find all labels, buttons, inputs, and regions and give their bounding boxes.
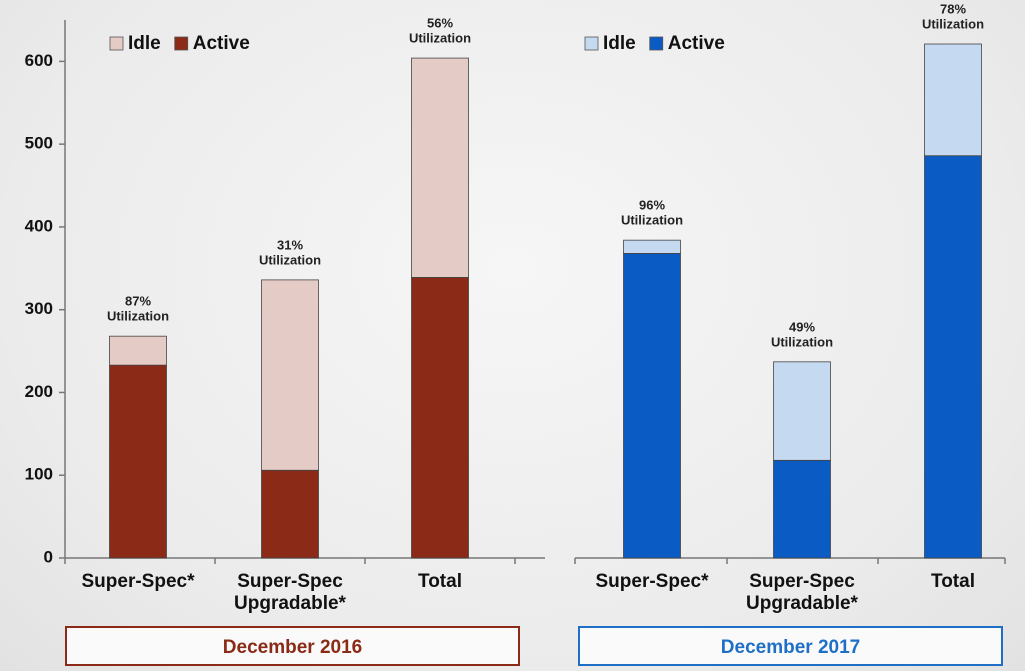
bar-segment — [110, 336, 167, 365]
annotation-value: 49% — [789, 319, 815, 334]
bar-segment — [774, 460, 831, 558]
y-tick-label: 200 — [25, 382, 53, 401]
annotation-caption: Utilization — [922, 16, 984, 31]
legend-label: Idle — [603, 33, 636, 54]
x-tick-label: Super-Spec Upgradable* — [727, 571, 877, 615]
x-tick-label: Super-Spec* — [63, 571, 213, 593]
annotation-caption: Utilization — [107, 309, 169, 324]
annotation-caption: Utilization — [771, 334, 833, 349]
annotation-value: 87% — [125, 294, 151, 309]
legend-label: Idle — [128, 33, 161, 54]
bar-segment — [412, 277, 469, 558]
annotation-value: 56% — [427, 16, 453, 31]
x-tick-label: Super-Spec Upgradable* — [215, 571, 365, 615]
legend-swatch — [585, 37, 598, 50]
bar-segment — [412, 58, 469, 277]
page: 0100200300400500600IdleActive87%Utilizat… — [0, 0, 1025, 671]
legend-swatch — [175, 37, 188, 50]
annotation-caption: Utilization — [409, 31, 471, 46]
legend-label: Active — [193, 33, 250, 54]
bar-segment — [624, 240, 681, 253]
legend-swatch — [110, 37, 123, 50]
y-tick-label: 0 — [44, 547, 53, 566]
bar-segment — [624, 253, 681, 558]
annotation-value: 31% — [277, 237, 303, 252]
y-tick-label: 100 — [25, 465, 53, 484]
x-tick-label: Super-Spec* — [577, 571, 727, 593]
annotation-value: 78% — [940, 1, 966, 16]
bar-segment — [262, 470, 319, 558]
period-label: December 2016 — [65, 626, 520, 666]
legend-label: Active — [668, 33, 725, 54]
y-tick-label: 500 — [25, 134, 53, 153]
bar-segment — [925, 156, 982, 558]
x-tick-label: Total — [878, 571, 1025, 593]
bar-segment — [110, 365, 167, 558]
y-tick-label: 600 — [25, 51, 53, 70]
bar-segment — [774, 362, 831, 460]
annotation-value: 96% — [639, 198, 665, 213]
annotation-caption: Utilization — [621, 213, 683, 228]
y-tick-label: 400 — [25, 216, 53, 235]
bar-segment — [262, 280, 319, 470]
annotation-caption: Utilization — [259, 252, 321, 267]
bar-segment — [925, 44, 982, 156]
period-label: December 2017 — [578, 626, 1003, 666]
legend-swatch — [650, 37, 663, 50]
x-tick-label: Total — [365, 571, 515, 593]
y-tick-label: 300 — [25, 299, 53, 318]
